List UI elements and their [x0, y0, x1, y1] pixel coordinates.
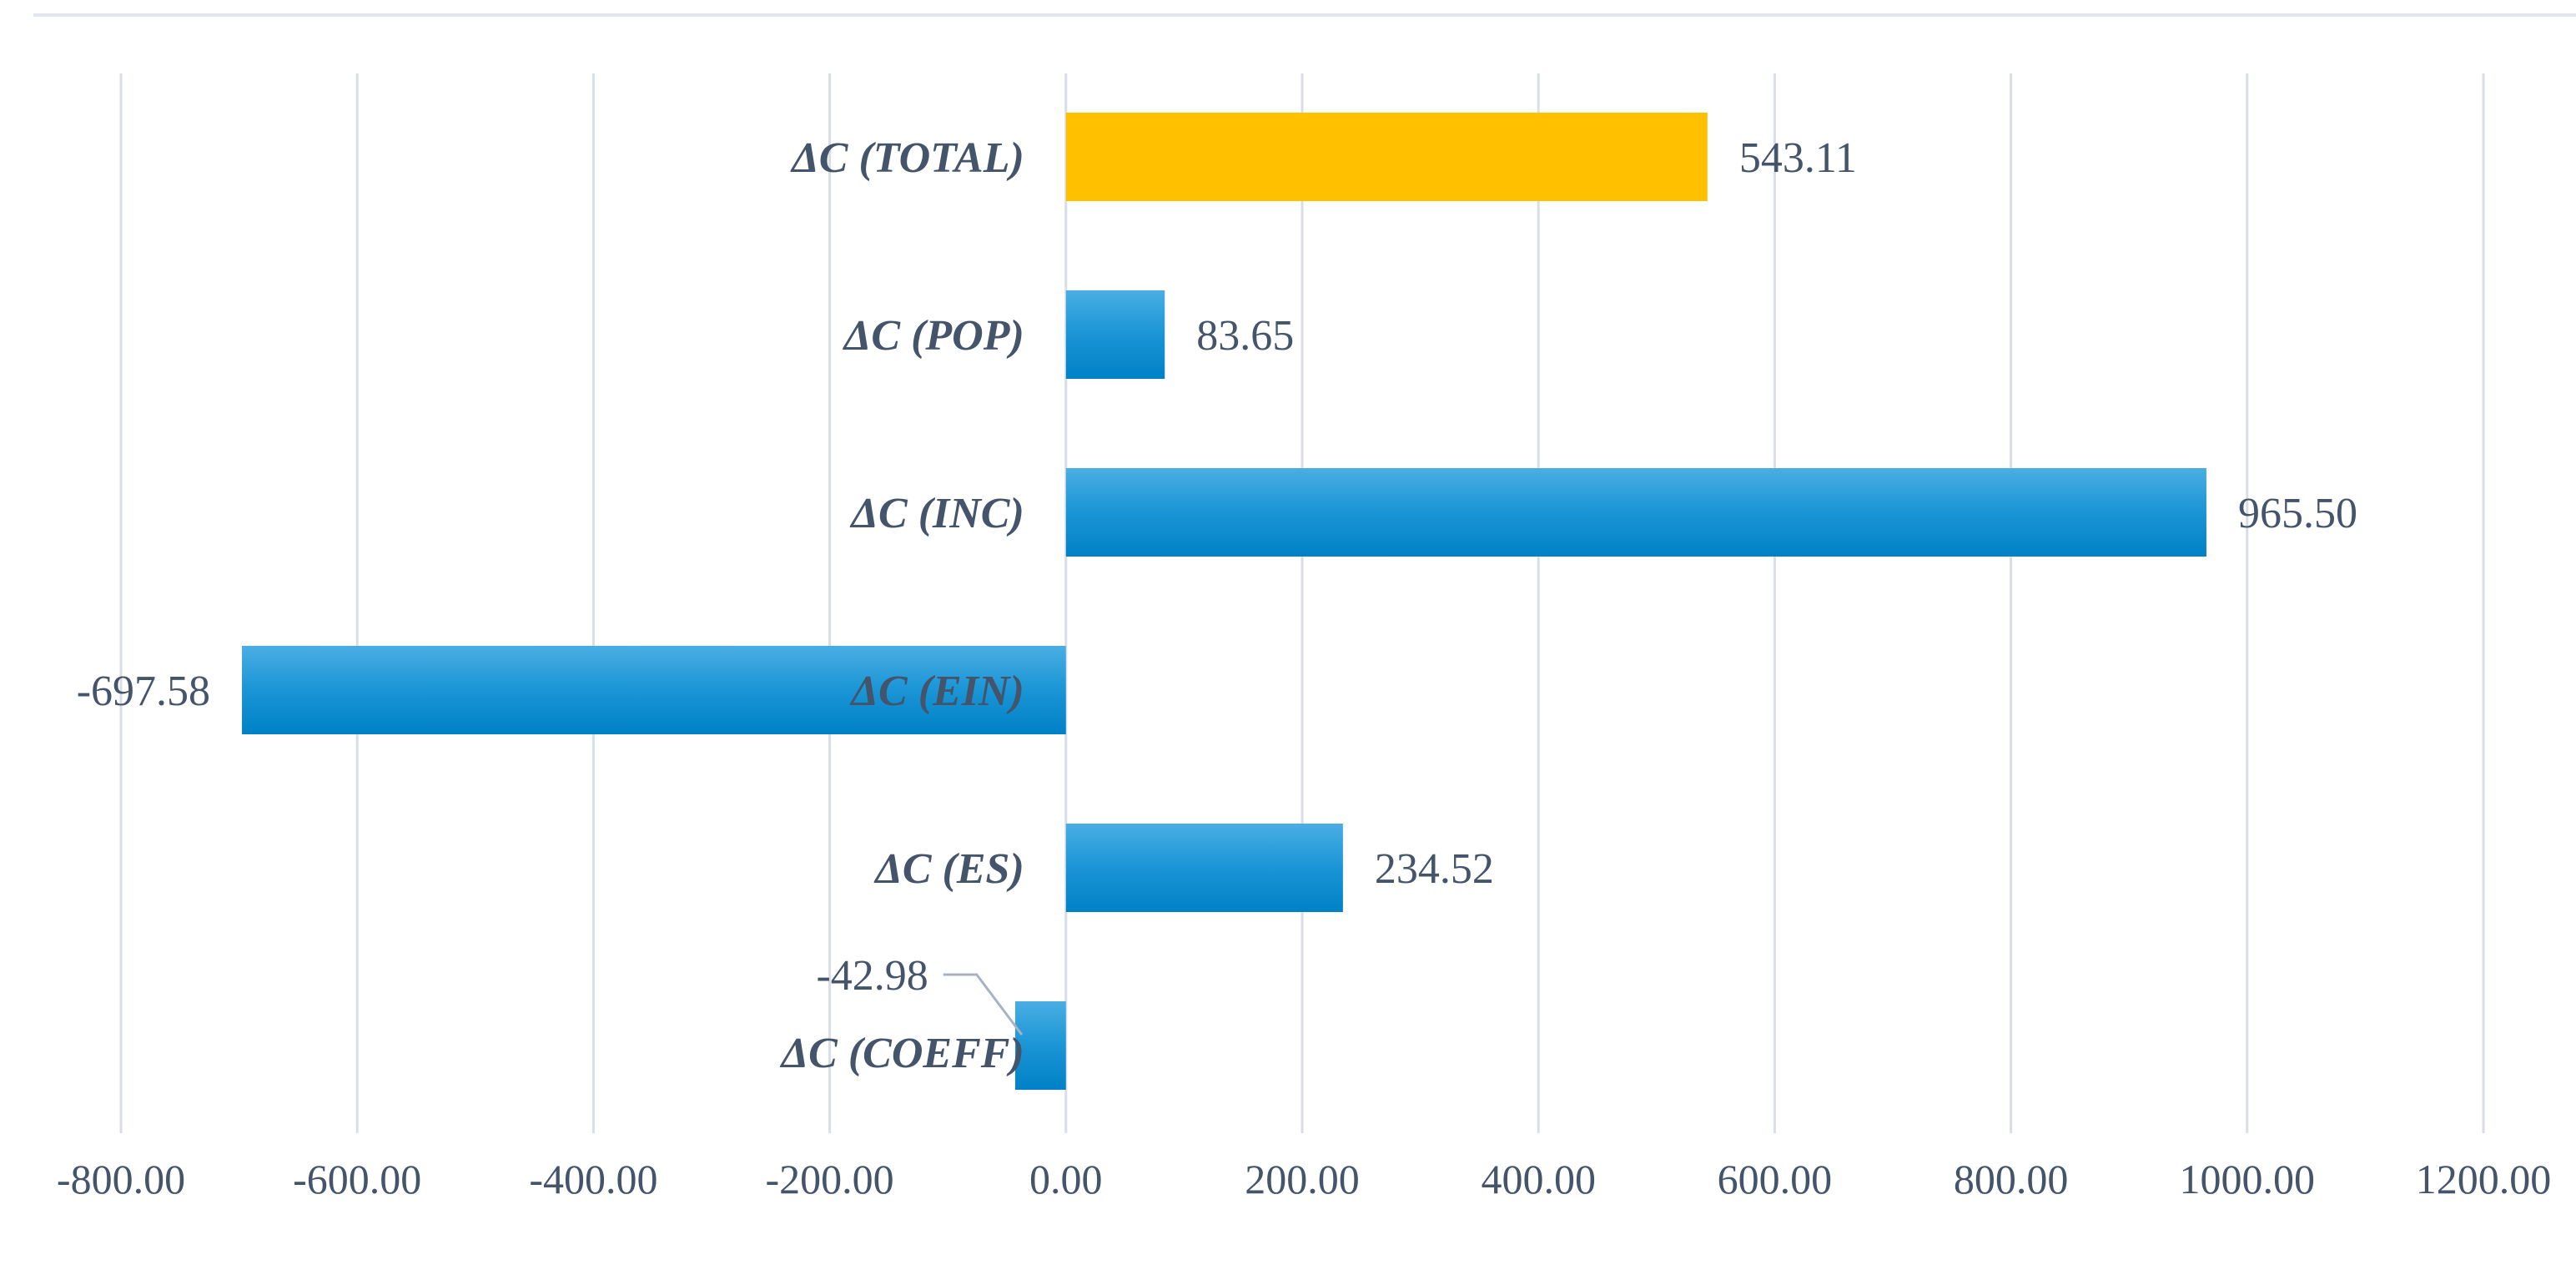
category-label: ΔC (ES) [873, 845, 1024, 893]
category-labels: ΔC (TOTAL) ΔC (POP) ΔC (INC) ΔC (EIN) ΔC (ES… [780, 134, 1024, 1077]
bars [242, 113, 2206, 1090]
data-label-leader-line [943, 973, 1024, 1036]
category-label: ΔC (POP) [843, 312, 1024, 360]
x-tick-label: -200.00 [766, 1156, 894, 1202]
bar [1065, 290, 1165, 379]
category-label: ΔC (EIN) [849, 668, 1024, 715]
bar [242, 646, 1066, 734]
category-label: ΔC (INC) [849, 490, 1024, 537]
gridlines [119, 73, 2485, 1133]
category-label: ΔC (COEFF) [780, 1030, 1024, 1077]
data-label: 234.52 [1375, 845, 1494, 893]
category-label: ΔC (TOTAL) [790, 134, 1024, 182]
x-tick-label: -400.00 [529, 1156, 657, 1202]
x-tick-label: 600.00 [1718, 1156, 1833, 1202]
data-label: 543.11 [1739, 134, 1857, 182]
bar [1065, 468, 2206, 557]
data-label: -42.98 [816, 952, 928, 1000]
x-tick-label: -800.00 [57, 1156, 185, 1202]
data-label: -697.58 [77, 668, 210, 715]
bar [1065, 113, 1708, 201]
data-label: 83.65 [1196, 312, 1294, 360]
x-tick-label: -600.00 [293, 1156, 421, 1202]
bar [1065, 824, 1343, 912]
x-tick-label: 1000.00 [2180, 1156, 2316, 1202]
x-tick-label: 1200.00 [2416, 1156, 2552, 1202]
data-label: 965.50 [2238, 490, 2357, 537]
x-tick-label: 800.00 [1954, 1156, 2069, 1202]
x-tick-label: 400.00 [1481, 1156, 1596, 1202]
x-tick-label: 200.00 [1245, 1156, 1360, 1202]
x-tick-label: 0.00 [1029, 1156, 1103, 1202]
bar [1014, 1001, 1066, 1090]
data-labels: 543.11 83.65 965.50 -697.58 234.52 -42.98 [77, 134, 2357, 1036]
x-axis-tick-labels: -800.00 -600.00 -400.00 -200.00 0.00 200.00 40… [57, 1156, 2551, 1202]
